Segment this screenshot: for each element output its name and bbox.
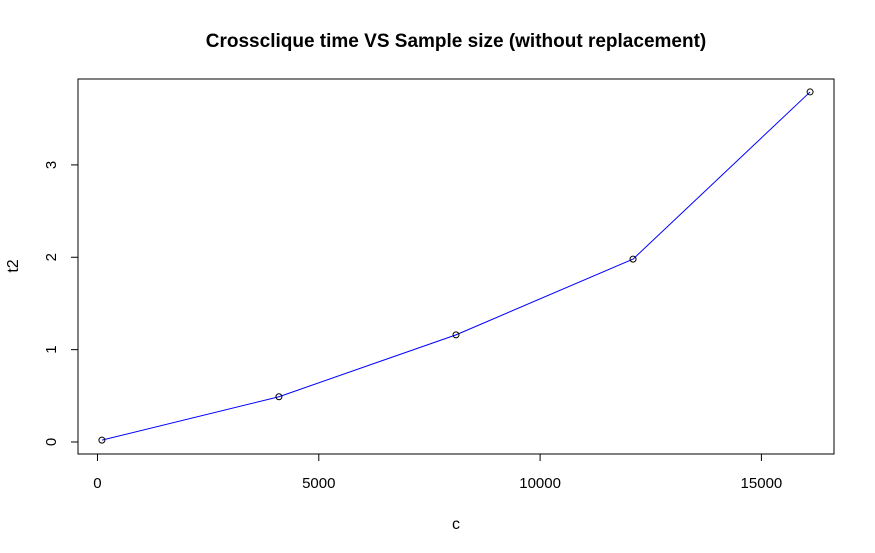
- y-axis: 0 1 2 3: [43, 161, 79, 446]
- data-point: [98, 436, 106, 444]
- y-axis-label: t2: [5, 259, 22, 272]
- data-point: [806, 88, 814, 96]
- data-point: [275, 393, 283, 401]
- chart-title: Crossclique time VS Sample size (without…: [206, 31, 706, 52]
- data-point: [452, 331, 460, 339]
- x-tick-label: 5000: [302, 475, 335, 492]
- data-point: [629, 255, 637, 263]
- x-axis-label: c: [452, 516, 460, 533]
- series-layer: [98, 88, 814, 444]
- x-tick-label: 15000: [741, 475, 783, 492]
- plot-area-frame: [77, 78, 835, 455]
- y-tick-label: 1: [43, 345, 60, 353]
- y-tick-label: 2: [43, 253, 60, 261]
- series-line: [101, 91, 811, 441]
- x-axis: 0 5000 10000 15000: [93, 453, 783, 492]
- x-tick-label: 0: [93, 475, 101, 492]
- y-tick-label: 3: [43, 161, 60, 169]
- y-tick-label: 0: [43, 438, 60, 446]
- x-tick-label: 10000: [519, 475, 561, 492]
